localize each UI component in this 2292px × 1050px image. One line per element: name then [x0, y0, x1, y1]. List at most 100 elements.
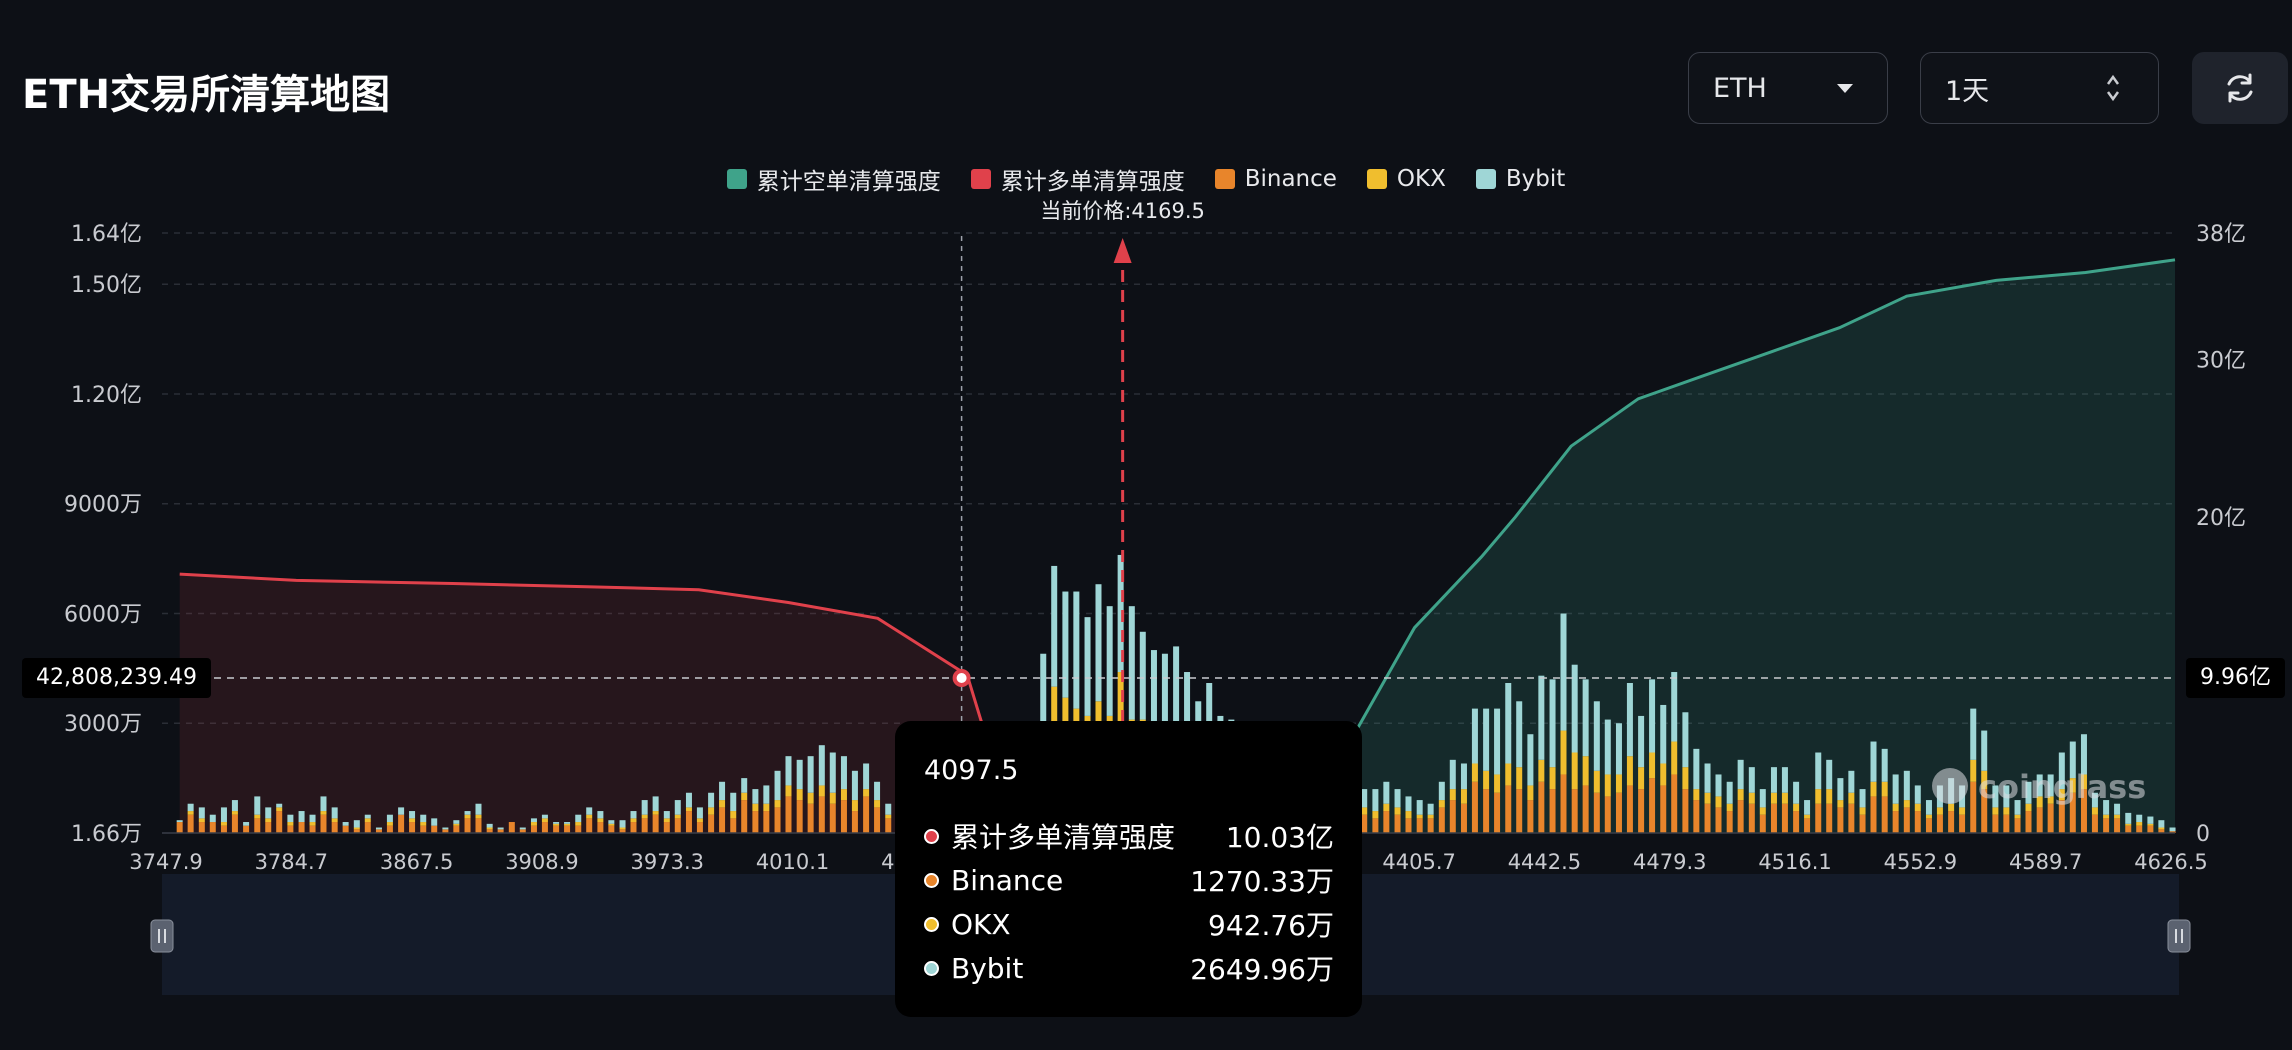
bar-bybit — [2169, 827, 2176, 832]
tooltip-row-value: 1270.33万 — [1190, 865, 1334, 898]
bar-okx — [1372, 811, 1379, 819]
bar-okx — [1770, 792, 1777, 804]
bar-binance — [1538, 781, 1545, 833]
bar-binance — [785, 796, 792, 833]
bar-binance — [209, 822, 216, 833]
x-tick-label: 4442.5 — [1508, 850, 1581, 874]
legend-item-bybit[interactable]: Bybit — [1475, 162, 1565, 196]
bar-bybit — [608, 820, 615, 824]
bar-binance — [220, 825, 227, 833]
bar-bybit — [464, 811, 471, 815]
tooltip-row: Bybit 2649.96万 — [924, 948, 1334, 988]
bar-bybit — [1084, 617, 1091, 716]
bar-bybit — [1106, 606, 1113, 716]
bar-okx — [2114, 814, 2121, 819]
bar-bybit — [1527, 734, 1534, 786]
legend-item-binance[interactable]: Binance — [1214, 162, 1337, 196]
bar-okx — [1936, 807, 1943, 815]
bar-binance — [1582, 785, 1589, 833]
bar-binance — [730, 818, 737, 833]
bar-binance — [719, 807, 726, 833]
bar-binance — [2091, 814, 2098, 833]
tooltip-row-value: 10.03亿 — [1225, 821, 1334, 854]
legend-item-okx[interactable]: OKX — [1366, 162, 1446, 196]
tooltip-row: 累计多单清算强度 10.03亿 — [924, 816, 1334, 856]
bar-bybit — [1449, 759, 1456, 790]
bar-bybit — [1494, 708, 1501, 775]
bar-bybit — [553, 822, 560, 824]
bar-bybit — [564, 822, 571, 824]
bar-binance — [298, 822, 305, 833]
caret-down-icon — [1837, 84, 1853, 93]
bar-binance — [564, 825, 571, 833]
bar-bybit — [1660, 704, 1667, 764]
bar-binance — [1483, 789, 1490, 833]
legend-swatch — [1475, 169, 1496, 189]
bar-binance — [2125, 825, 2132, 833]
bar-bybit — [1040, 653, 1047, 753]
bar-binance — [1948, 811, 1955, 833]
legend-item-long-cum[interactable]: 累计多单清算强度 — [970, 162, 1185, 196]
bar-okx — [1483, 770, 1490, 790]
refresh-button[interactable] — [2192, 52, 2288, 124]
bar-bybit — [187, 803, 194, 812]
tooltip-title: 4097.5 — [924, 755, 1019, 786]
bar-binance — [1571, 789, 1578, 833]
bar-binance — [1826, 803, 1833, 833]
bar-bybit — [1726, 781, 1733, 804]
bar-bybit — [1671, 672, 1678, 742]
bar-bybit — [287, 814, 294, 823]
bar-okx — [1649, 752, 1656, 779]
bar-okx — [2036, 796, 2043, 808]
bar-binance — [265, 822, 272, 833]
bar-bybit — [1759, 789, 1766, 808]
bar-bybit — [1394, 789, 1401, 808]
bar-bybit — [1770, 767, 1777, 793]
bar-binance — [2103, 818, 2110, 833]
bar-okx — [1494, 774, 1501, 793]
bar-okx — [2103, 814, 2110, 819]
bar-bybit — [309, 814, 316, 823]
current-price-arrow — [1113, 238, 1132, 263]
bar-okx — [597, 818, 604, 823]
symbol-select[interactable]: ETH — [1688, 52, 1888, 124]
x-tick-label: 4516.1 — [1758, 850, 1831, 874]
bar-binance — [2047, 803, 2054, 833]
bar-bybit — [475, 803, 482, 815]
bar-okx — [464, 814, 471, 819]
bar-bybit — [2136, 814, 2143, 823]
y-left-tick-label: 1.50亿 — [71, 273, 142, 298]
bar-okx — [309, 822, 316, 826]
bar-okx — [730, 811, 737, 819]
bar-bybit — [1870, 741, 1877, 782]
y-right-tick-label: 0 — [2196, 822, 2210, 847]
bar-okx — [1970, 759, 1977, 782]
bar-okx — [719, 800, 726, 808]
bar-binance — [597, 822, 604, 833]
bar-binance — [254, 818, 261, 833]
timeframe-select[interactable]: 1天 — [1920, 52, 2159, 124]
bar-bybit — [863, 763, 870, 790]
bar-binance — [1693, 800, 1700, 833]
bar-bybit — [1416, 800, 1423, 815]
bar-okx — [2047, 796, 2054, 804]
bar-binance — [453, 825, 460, 833]
bar-okx — [265, 818, 272, 823]
bar-binance — [2136, 825, 2143, 833]
bar-bybit — [1139, 631, 1146, 720]
bar-bybit — [431, 818, 438, 826]
legend-label: Binance — [1244, 166, 1337, 192]
bar-okx — [1759, 807, 1766, 815]
bar-okx — [1549, 767, 1556, 790]
bar-okx — [818, 785, 825, 797]
bar-binance — [741, 800, 748, 833]
bar-binance — [519, 829, 526, 833]
bar-okx — [641, 814, 648, 819]
bar-okx — [630, 818, 637, 823]
bar-binance — [198, 822, 205, 833]
bar-bybit — [1737, 759, 1744, 790]
legend-item-short-cum[interactable]: 累计空单清算强度 — [726, 162, 941, 196]
bar-bybit — [1372, 789, 1379, 812]
bar-okx — [1427, 814, 1434, 819]
bar-binance — [2036, 807, 2043, 833]
